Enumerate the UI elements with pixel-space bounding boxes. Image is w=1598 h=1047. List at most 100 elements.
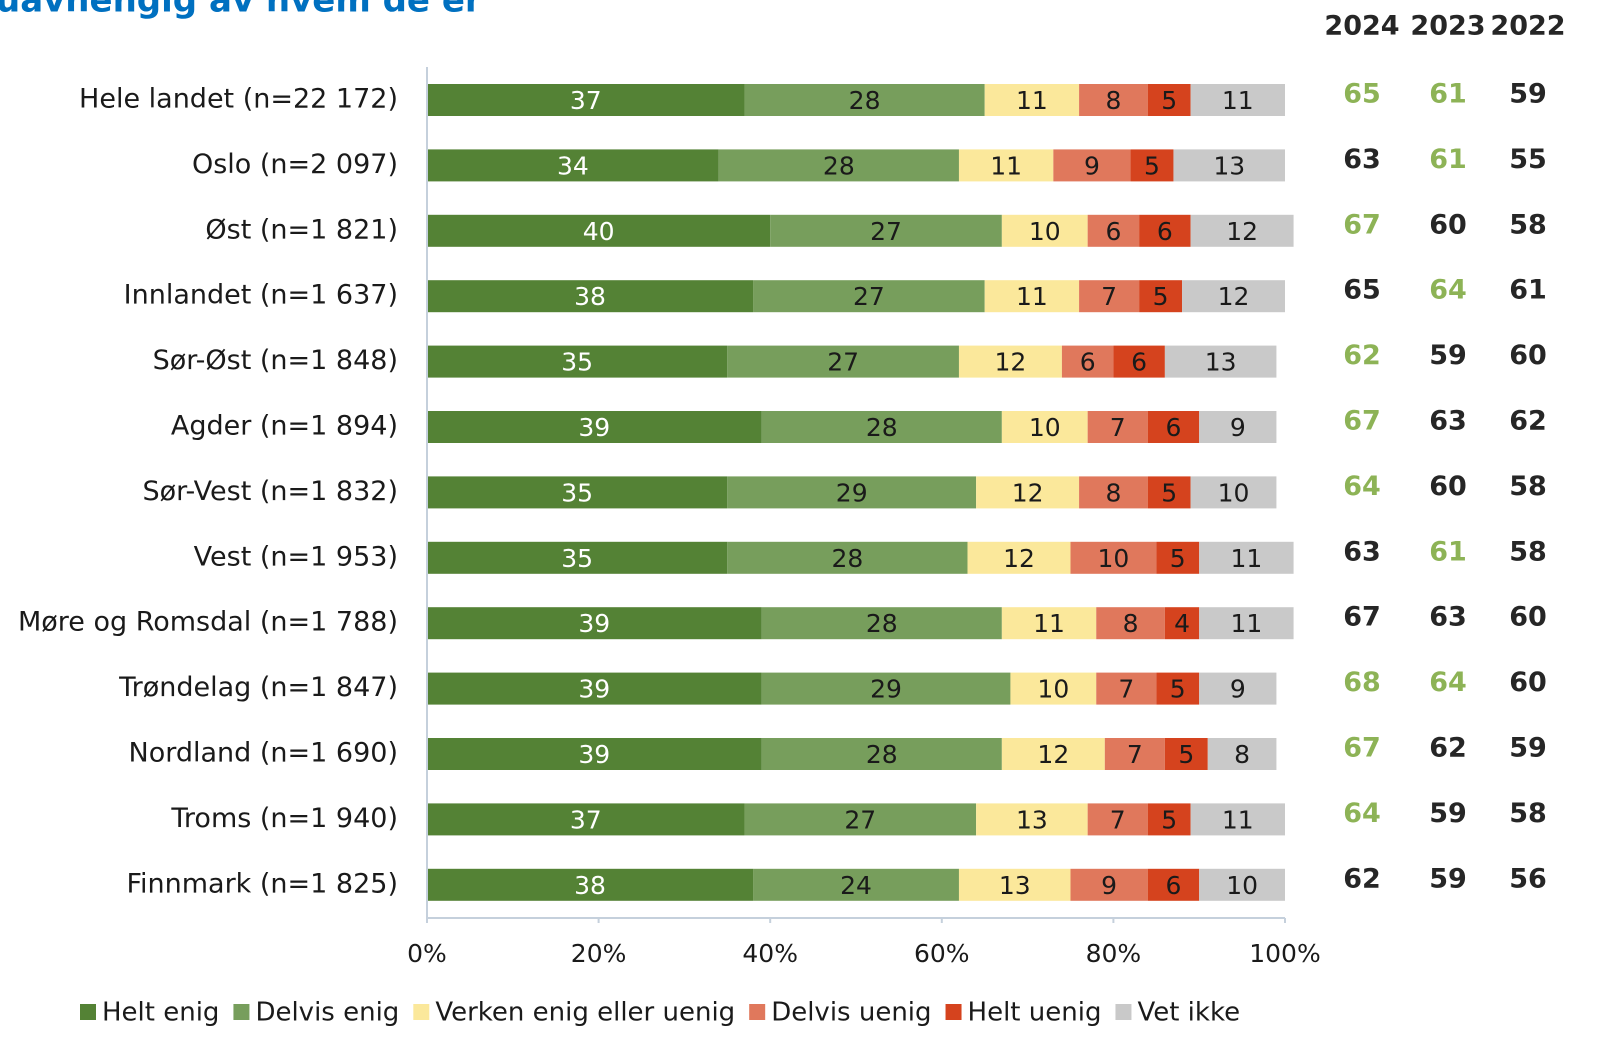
data-label: 9 xyxy=(1101,871,1117,900)
bar-segment xyxy=(958,868,1071,901)
bar-segment xyxy=(1182,280,1285,313)
bar-segment xyxy=(1087,803,1148,836)
bar-segment xyxy=(427,541,728,574)
data-label: 12 xyxy=(1003,544,1035,573)
legend-swatch xyxy=(413,1004,430,1020)
bar-segment xyxy=(1199,672,1277,705)
table-header: 2024 xyxy=(1324,11,1399,42)
bar-segment xyxy=(984,84,1080,116)
legend-label: Verken enig eller uenig xyxy=(435,998,735,1028)
category-label: Sør-Øst (n=1 848) xyxy=(153,345,398,376)
bar-segment xyxy=(1104,738,1165,770)
table-cell: 64 xyxy=(1429,275,1467,306)
table-cell: 59 xyxy=(1429,340,1467,371)
data-label: 7 xyxy=(1127,740,1143,769)
data-label: 10 xyxy=(1029,413,1061,442)
data-label: 29 xyxy=(836,478,868,507)
bar-segment xyxy=(1070,868,1148,901)
bar-segment xyxy=(1199,607,1294,640)
data-label: 27 xyxy=(870,217,902,246)
data-label: 13 xyxy=(1016,805,1048,834)
category-label: Oslo (n=2 097) xyxy=(192,149,398,180)
table-cell: 61 xyxy=(1429,144,1467,175)
bar-segment xyxy=(1070,541,1157,574)
x-tick-label: 60% xyxy=(914,939,970,968)
bar-segment xyxy=(1156,672,1200,705)
data-label: 12 xyxy=(1226,217,1258,246)
bar-segment xyxy=(1164,345,1277,378)
bar-segment xyxy=(761,738,1002,770)
category-label: Møre og Romsdal (n=1 788) xyxy=(18,607,398,638)
table-cell: 61 xyxy=(1429,536,1467,567)
bar-segment xyxy=(427,214,771,247)
legend-swatch xyxy=(80,1004,96,1020)
data-label: 12 xyxy=(995,348,1027,377)
bar-segment xyxy=(1199,868,1285,901)
table-cell: 56 xyxy=(1509,863,1547,894)
category-label: Troms (n=1 940) xyxy=(170,803,398,834)
data-label: 7 xyxy=(1101,282,1117,311)
data-label: 5 xyxy=(1178,740,1194,769)
bar-segment xyxy=(427,411,762,443)
bar-segment xyxy=(1061,345,1114,378)
category-label: Øst (n=1 821) xyxy=(205,214,398,245)
table-cell: 59 xyxy=(1429,863,1467,894)
legend-label: Helt uenig xyxy=(968,998,1102,1028)
data-label: 6 xyxy=(1166,871,1182,900)
bar-segment xyxy=(1164,738,1208,770)
bar-segment xyxy=(1147,868,1200,901)
data-label: 28 xyxy=(866,740,898,769)
table-cell: 60 xyxy=(1509,602,1547,633)
bar-segment xyxy=(1147,476,1191,509)
bar-segment xyxy=(1079,280,1140,313)
table-cell: 61 xyxy=(1509,275,1547,306)
bar-segment xyxy=(727,345,959,378)
table-cell: 67 xyxy=(1343,602,1381,633)
legend-label: Delvis enig xyxy=(255,998,399,1028)
data-label: 34 xyxy=(557,151,589,180)
data-label: 11 xyxy=(1033,609,1065,638)
data-label: 7 xyxy=(1110,805,1126,834)
data-label: 9 xyxy=(1084,151,1100,180)
table-cell: 64 xyxy=(1343,798,1381,829)
table-cell: 58 xyxy=(1509,798,1547,829)
x-tick-label: 0% xyxy=(407,939,447,968)
bar-segment xyxy=(1190,214,1294,247)
data-label: 8 xyxy=(1105,478,1121,507)
category-label: Innlandet (n=1 637) xyxy=(124,280,398,311)
bar-segment xyxy=(1173,149,1285,182)
table-cell: 60 xyxy=(1429,209,1467,240)
data-label: 6 xyxy=(1131,348,1147,377)
table-cell: 63 xyxy=(1429,602,1467,633)
table-cell: 60 xyxy=(1509,340,1547,371)
data-label: 39 xyxy=(578,609,610,638)
category-label: Sør-Vest (n=1 832) xyxy=(142,476,398,507)
data-label: 24 xyxy=(840,871,872,900)
data-label: 28 xyxy=(849,86,881,115)
data-label: 39 xyxy=(578,675,610,704)
table-cell: 64 xyxy=(1343,471,1381,502)
table-cell: 63 xyxy=(1343,536,1381,567)
data-label: 5 xyxy=(1161,478,1177,507)
table-cell: 58 xyxy=(1509,471,1547,502)
bar-segment xyxy=(1156,541,1200,574)
table-cell: 60 xyxy=(1429,471,1467,502)
data-label: 13 xyxy=(1205,348,1237,377)
bar-segment xyxy=(1001,738,1105,770)
bar-segment xyxy=(1001,607,1097,640)
data-label: 8 xyxy=(1234,740,1250,769)
data-label: 7 xyxy=(1110,413,1126,442)
legend-label: Delvis uenig xyxy=(771,998,931,1028)
bar-segment xyxy=(1207,738,1277,770)
legend-swatch xyxy=(233,1004,250,1020)
data-label: 10 xyxy=(1218,478,1250,507)
table-cell: 68 xyxy=(1343,667,1381,698)
legend-label: Vet ikke xyxy=(1137,998,1240,1028)
bar-segment xyxy=(958,345,1062,378)
bar-segment xyxy=(427,280,754,313)
data-label: 12 xyxy=(1218,282,1250,311)
data-label: 10 xyxy=(1097,544,1129,573)
data-label: 11 xyxy=(1222,86,1254,115)
data-label: 12 xyxy=(1012,478,1044,507)
